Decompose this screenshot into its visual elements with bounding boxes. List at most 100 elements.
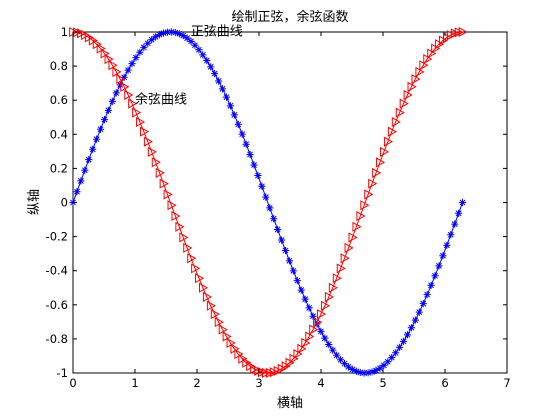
data-point (325, 340, 333, 349)
data-point (163, 28, 172, 36)
data-point (73, 188, 81, 196)
series-line-cos (72, 31, 463, 374)
data-point (297, 286, 305, 294)
x-tick-label: 2 (193, 376, 200, 390)
data-point (159, 178, 169, 189)
y-axis-label: 纵轴 (27, 189, 42, 215)
data-point (415, 308, 423, 316)
data-point (309, 324, 319, 335)
data-point (431, 272, 439, 280)
data-point (336, 356, 345, 364)
data-point (399, 337, 408, 345)
data-point (214, 317, 224, 328)
data-point (112, 89, 120, 97)
data-point (455, 209, 463, 217)
data-point (202, 291, 213, 302)
data-point (199, 51, 207, 59)
data-point (226, 102, 234, 110)
data-point (167, 200, 177, 211)
data-point (147, 146, 157, 157)
data-point (262, 193, 270, 201)
data-point (364, 189, 374, 200)
x-tick-label: 6 (441, 376, 448, 390)
series-cos (69, 26, 468, 378)
data-point (266, 204, 274, 212)
data-point (388, 353, 396, 362)
data-point (124, 89, 134, 101)
data-point (258, 182, 266, 190)
data-point (317, 327, 325, 335)
data-point (151, 157, 161, 168)
data-point (411, 316, 419, 324)
y-tick-label: -0.4 (46, 264, 68, 278)
data-point (96, 125, 105, 133)
data-point (104, 106, 113, 114)
data-point (89, 145, 97, 153)
data-point (191, 263, 201, 274)
data-point (187, 37, 195, 45)
data-point (175, 221, 185, 232)
data-point (108, 97, 116, 106)
data-point (340, 360, 349, 368)
data-point (376, 157, 386, 168)
data-point (364, 369, 372, 377)
data-point (458, 26, 468, 38)
data-point (211, 70, 219, 78)
data-point (356, 210, 366, 222)
data-point (132, 107, 142, 118)
data-point (419, 299, 427, 308)
data-point (277, 236, 286, 244)
data-point (175, 30, 183, 38)
data-point (380, 146, 390, 157)
data-point (328, 282, 338, 293)
data-point (368, 178, 378, 189)
data-point (439, 252, 447, 260)
data-point (293, 277, 301, 285)
data-point (403, 331, 412, 339)
data-point (396, 343, 404, 351)
data-point (383, 136, 394, 147)
y-tick-label: -0.8 (46, 332, 68, 346)
data-point (155, 167, 165, 178)
chart-title: 绘制正弦，余弦函数 (231, 9, 348, 25)
data-point (136, 48, 144, 56)
series-layer (69, 26, 468, 378)
data-point (332, 273, 342, 284)
data-point (387, 126, 397, 137)
data-point (360, 200, 370, 211)
data-point (344, 363, 353, 371)
data-point (254, 171, 262, 180)
data-point (407, 81, 417, 92)
data-point (329, 346, 337, 354)
data-point (336, 263, 346, 274)
data-point (348, 232, 358, 243)
data-point (183, 34, 191, 42)
data-point (320, 300, 331, 311)
series-sin (69, 28, 467, 377)
data-point (120, 73, 128, 81)
data-point (171, 210, 181, 222)
data-point (372, 167, 382, 178)
data-point (77, 177, 85, 185)
data-point (423, 291, 431, 299)
data-point (116, 81, 124, 89)
x-tick-label: 7 (503, 376, 510, 390)
data-point (136, 116, 146, 128)
data-point (352, 367, 360, 375)
ticks-layer: 0 1 2 3 4 5 6 7 -1 -0.8 -0.6 -0.4 -0.2 0 0.2 0.4 0.6 0.8 1 (46, 25, 511, 390)
data-point (238, 130, 246, 138)
x-tick-label: 1 (131, 376, 138, 390)
data-point (93, 135, 101, 143)
data-point (155, 30, 164, 39)
data-point (143, 136, 153, 147)
data-point (403, 89, 413, 101)
data-point (179, 232, 189, 243)
data-point (128, 60, 136, 68)
data-point (234, 120, 242, 128)
y-tick-label: 0.2 (50, 161, 68, 175)
x-tick-label: 5 (379, 376, 386, 390)
data-point (392, 349, 400, 357)
data-point (214, 77, 223, 85)
data-point (301, 295, 309, 303)
